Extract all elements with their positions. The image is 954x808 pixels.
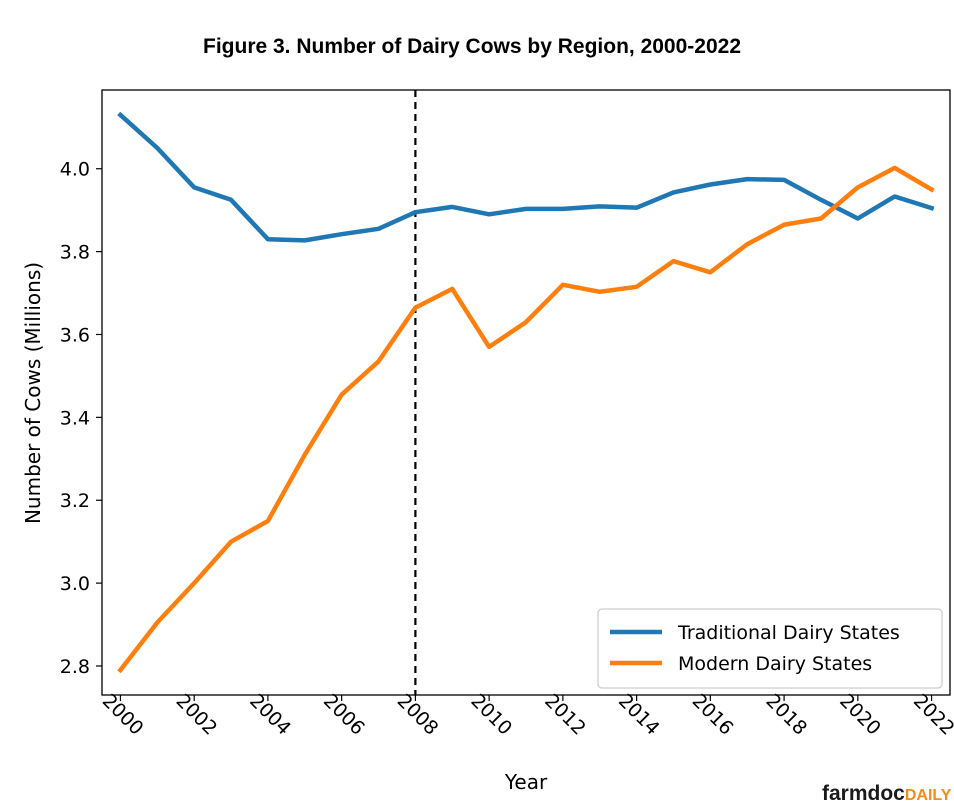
y-axis-label: Number of Cows (Millions) xyxy=(21,262,45,524)
x-tick-label: 2004 xyxy=(245,690,295,740)
y-tick-label: 3.2 xyxy=(60,490,90,512)
x-tick-label: 2006 xyxy=(319,690,369,740)
legend-label: Traditional Dairy States xyxy=(677,622,900,644)
brand-suffix: DAILY xyxy=(905,787,952,803)
x-tick-label: 2016 xyxy=(688,690,738,740)
x-tick-label: 2002 xyxy=(172,690,222,740)
brand-logo: farmdocDAILY xyxy=(822,782,952,803)
legend-box xyxy=(597,608,943,689)
legend-label: Modern Dairy States xyxy=(678,653,872,675)
legend: Traditional Dairy States Modern Dairy Sta… xyxy=(597,608,943,689)
chart-title: Figure 3. Number of Dairy Cows by Region… xyxy=(203,35,741,58)
y-tick-label: 3.6 xyxy=(60,324,90,346)
series-line-traditional-dairy-states xyxy=(117,111,935,243)
axes-frame xyxy=(101,89,951,696)
x-tick-label: 2008 xyxy=(393,690,443,740)
y-tick-label: 3.4 xyxy=(60,407,90,429)
x-tick-label: 2014 xyxy=(614,690,664,740)
series-line-modern-dairy-states xyxy=(117,165,935,674)
x-tick-label: 2010 xyxy=(466,690,516,740)
y-tick-label: 3.8 xyxy=(60,242,90,264)
y-tick-label: 4.0 xyxy=(60,159,90,181)
x-tick-label: 2018 xyxy=(761,690,811,740)
brand-main: farmdoc xyxy=(822,782,905,803)
x-axis-label: Year xyxy=(504,770,548,794)
x-tick-label: 2022 xyxy=(909,690,954,740)
x-tick-label: 2012 xyxy=(540,690,590,740)
y-tick-label: 3.0 xyxy=(60,573,90,595)
y-tick-label: 2.8 xyxy=(60,656,90,678)
x-tick-label: 2020 xyxy=(835,690,885,740)
x-tick-label: 2000 xyxy=(98,690,148,740)
